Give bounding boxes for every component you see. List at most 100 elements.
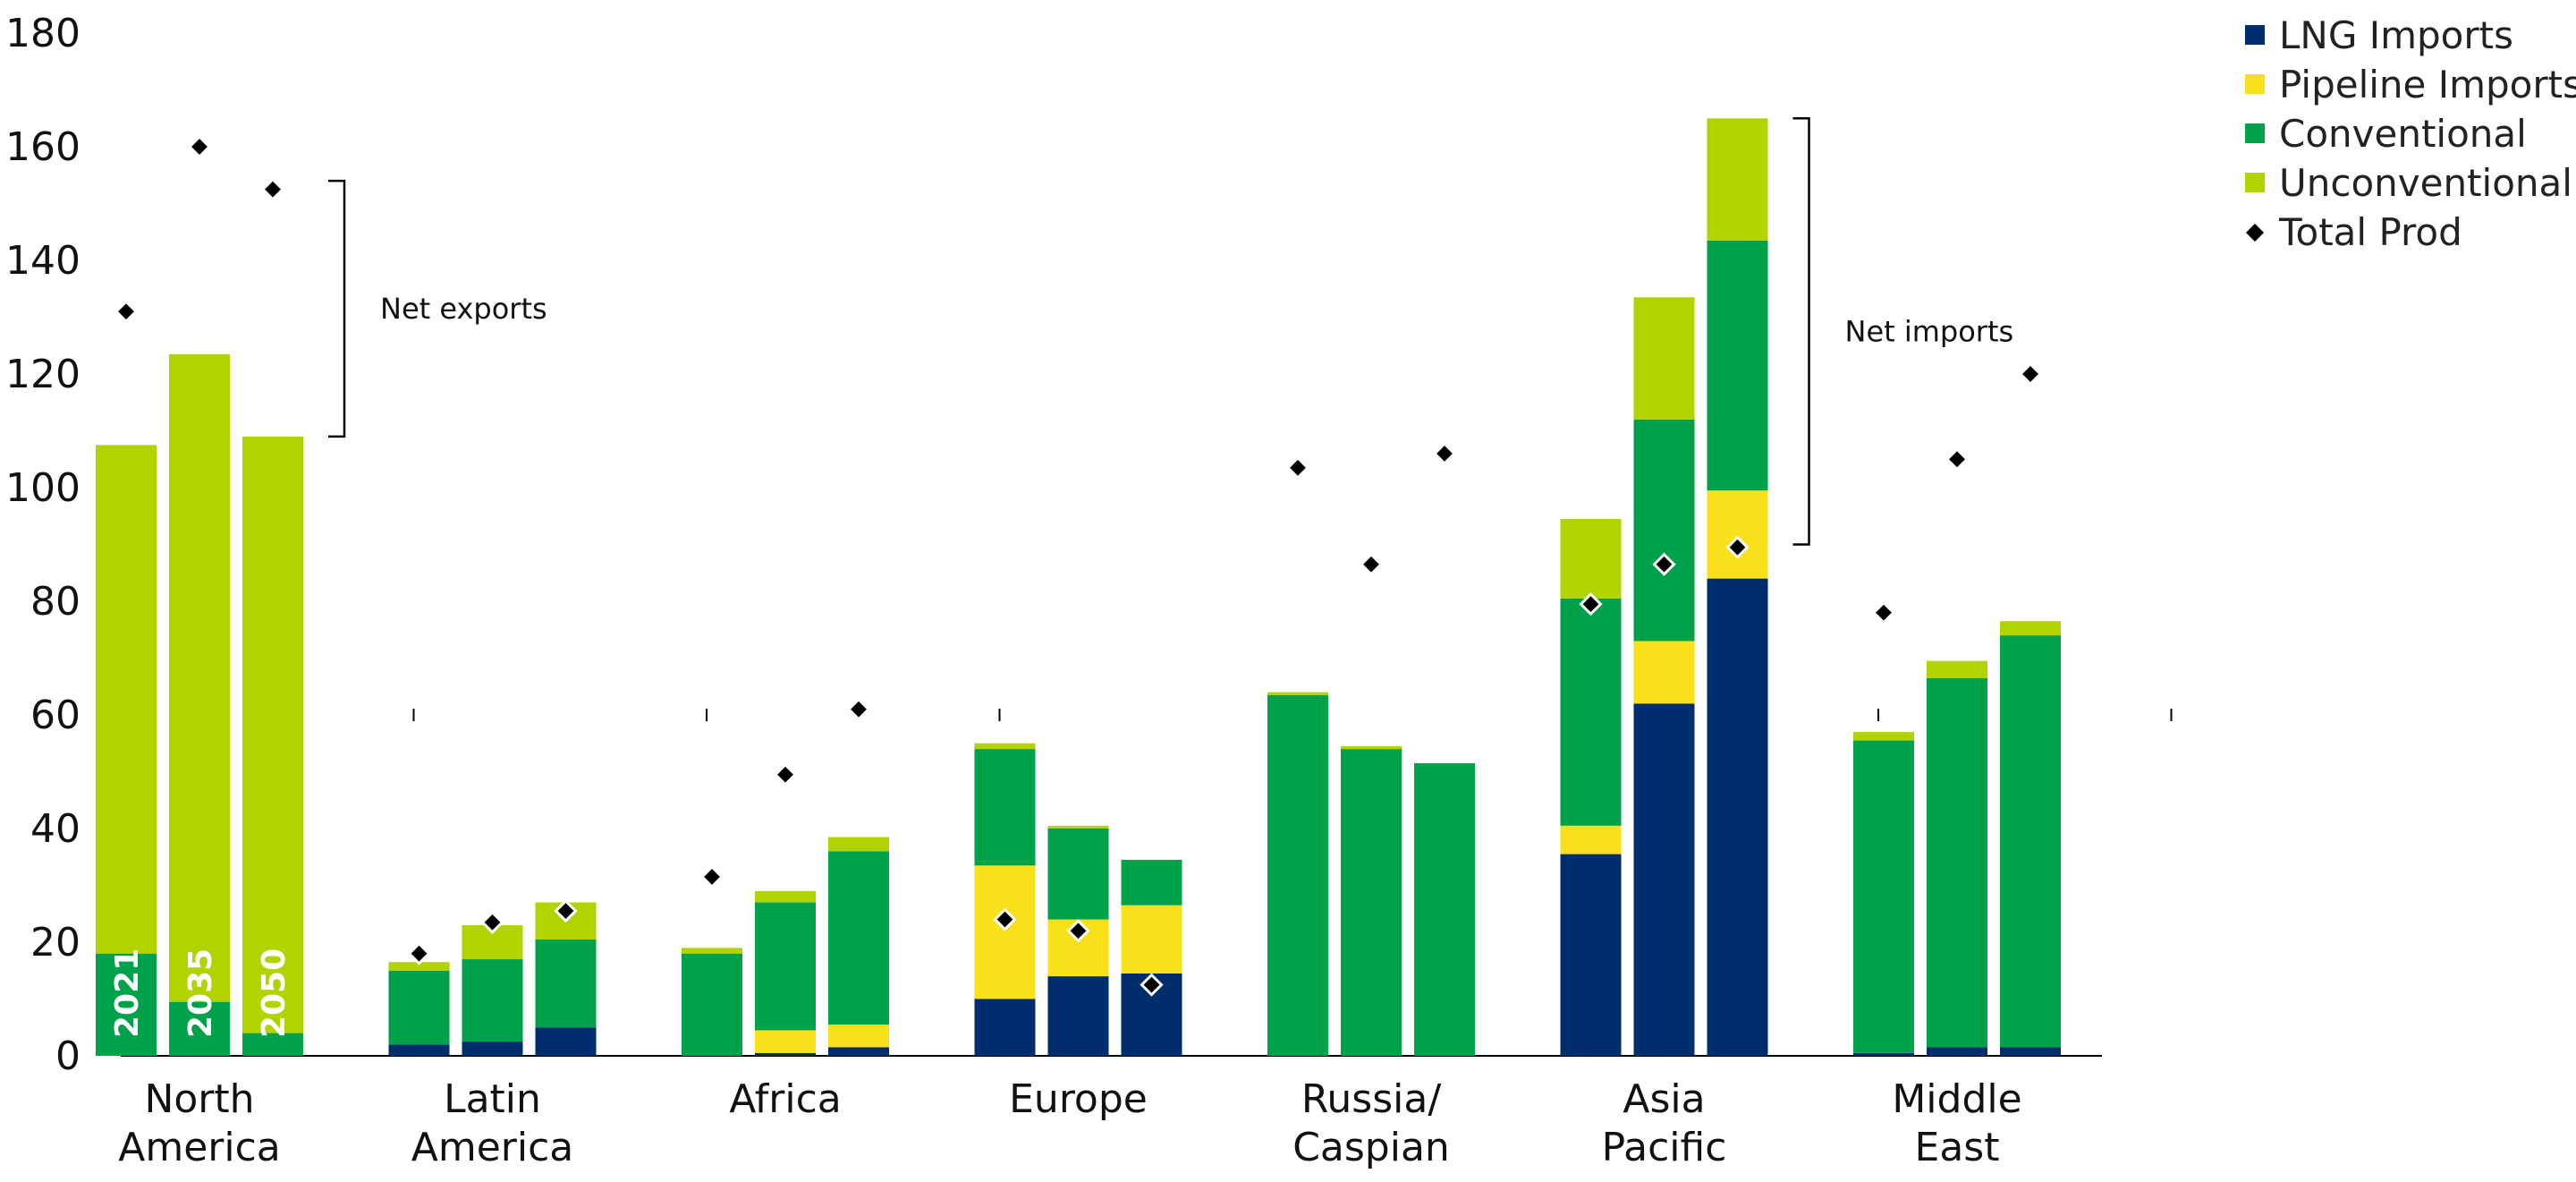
total-prod-marker-russia-caspian-2050 bbox=[1432, 441, 1457, 466]
bar-unconventional-north-america-2050 bbox=[242, 436, 303, 1033]
total-prod-marker-asia-pacific-2050 bbox=[1725, 535, 1750, 559]
bar-unconventional-africa-2021 bbox=[682, 948, 742, 954]
annotation-net-imports: Net imports bbox=[1845, 314, 2014, 348]
bar-conventional-north-america-2021 bbox=[96, 953, 157, 1056]
total-prod-marker-middle-east-2050 bbox=[2018, 361, 2043, 387]
category-label-asia-pacific: Pacific bbox=[1602, 1125, 1727, 1170]
bar-conventional-russia-caspian-2050 bbox=[1414, 762, 1475, 1056]
legend-swatch-conventional bbox=[2245, 123, 2265, 143]
bars bbox=[96, 118, 2061, 1056]
y-tick-label: 140 bbox=[5, 238, 80, 284]
total-prod-marker-africa-2035 bbox=[773, 762, 798, 787]
bar-unconventional-middle-east-2050 bbox=[2000, 621, 2061, 636]
legend-swatch-pipeline-imports bbox=[2245, 74, 2265, 94]
legend-label-pipeline-imports: Pipeline Imports bbox=[2279, 63, 2576, 106]
bar-unconventional-africa-2050 bbox=[828, 837, 889, 852]
bar-lng-imports-latin-america-2021 bbox=[388, 1044, 450, 1056]
y-tick-label: 60 bbox=[30, 693, 80, 738]
bar-unconventional-europe-2035 bbox=[1047, 825, 1109, 829]
category-label-asia-pacific: Asia bbox=[1623, 1076, 1705, 1122]
total-prod-marker-asia-pacific-2035 bbox=[1652, 552, 1676, 576]
total-prod-marker-europe-2021 bbox=[993, 907, 1017, 931]
legend-label-lng-imports: LNG Imports bbox=[2279, 13, 2513, 57]
bar-conventional-russia-caspian-2021 bbox=[1267, 694, 1328, 1056]
year-label-2050: 2050 bbox=[256, 948, 292, 1038]
bar-conventional-middle-east-2050 bbox=[2000, 635, 2061, 1048]
legend-label-unconventional: Unconventional bbox=[2279, 161, 2572, 205]
annotation-net-exports: Net exports bbox=[380, 292, 547, 326]
y-tick-label: 120 bbox=[5, 352, 80, 397]
bracket-net-exports bbox=[328, 179, 346, 438]
bar-unconventional-russia-caspian-2021 bbox=[1267, 692, 1328, 695]
bar-conventional-europe-2035 bbox=[1047, 829, 1109, 920]
legend-label-total-prod: Total Prod bbox=[2278, 210, 2462, 254]
legend-label-conventional: Conventional bbox=[2279, 112, 2527, 156]
total-prod-markers bbox=[114, 134, 2043, 997]
bar-conventional-asia-pacific-2035 bbox=[1633, 419, 1695, 642]
bar-lng-imports-latin-america-2035 bbox=[462, 1042, 523, 1056]
bar-lng-imports-asia-pacific-2021 bbox=[1560, 854, 1622, 1056]
category-label-north-america: North bbox=[144, 1076, 254, 1122]
bar-unconventional-africa-2035 bbox=[755, 890, 816, 903]
year-labels: 2021 2035 2050 bbox=[109, 948, 292, 1038]
category-label-latin-america: Latin bbox=[444, 1076, 541, 1122]
bar-conventional-europe-2021 bbox=[974, 749, 1036, 866]
total-prod-marker-latin-america-2050 bbox=[554, 898, 578, 923]
bar-lng-imports-middle-east-2050 bbox=[2000, 1047, 2061, 1056]
bar-lng-imports-latin-america-2050 bbox=[535, 1027, 597, 1056]
total-prod-marker-middle-east-2021 bbox=[1871, 600, 1896, 625]
bar-conventional-europe-2050 bbox=[1121, 859, 1182, 906]
bracket-net-imports bbox=[1792, 117, 1810, 546]
category-label-latin-america: America bbox=[411, 1125, 574, 1170]
bar-unconventional-middle-east-2035 bbox=[1927, 660, 1987, 678]
bar-pipeline-imports-africa-2035 bbox=[755, 1030, 816, 1053]
bar-lng-imports-asia-pacific-2035 bbox=[1633, 703, 1695, 1056]
total-prod-marker-russia-caspian-2035 bbox=[1359, 552, 1384, 576]
legend-marker-total-prod bbox=[2246, 224, 2264, 242]
y-tick-label: 160 bbox=[5, 124, 80, 170]
bar-unconventional-latin-america-2021 bbox=[388, 962, 450, 971]
bar-pipeline-imports-asia-pacific-2035 bbox=[1633, 641, 1695, 704]
bar-lng-imports-middle-east-2021 bbox=[1853, 1052, 1914, 1056]
total-prod-marker-africa-2021 bbox=[699, 864, 724, 889]
bar-unconventional-north-america-2035 bbox=[169, 353, 230, 1002]
bar-conventional-asia-pacific-2021 bbox=[1560, 598, 1622, 826]
y-tick-label: 40 bbox=[30, 806, 80, 852]
bar-conventional-north-america-2050 bbox=[242, 1033, 303, 1056]
y-tick-label: 100 bbox=[5, 465, 80, 511]
bar-conventional-asia-pacific-2050 bbox=[1707, 240, 1768, 491]
bar-pipeline-imports-africa-2050 bbox=[828, 1025, 889, 1048]
category-label-russia-caspian: Russia/ bbox=[1301, 1076, 1442, 1122]
total-prod-marker-north-america-2050 bbox=[260, 177, 285, 201]
y-tick-label: 80 bbox=[30, 579, 80, 625]
bar-unconventional-north-america-2021 bbox=[96, 445, 157, 954]
total-prod-marker-asia-pacific-2021 bbox=[1579, 592, 1603, 617]
y-tick-label: 20 bbox=[30, 920, 80, 965]
bar-lng-imports-africa-2050 bbox=[828, 1047, 889, 1056]
bar-lng-imports-europe-2035 bbox=[1047, 976, 1109, 1056]
bar-unconventional-middle-east-2021 bbox=[1853, 732, 1914, 741]
bar-lng-imports-middle-east-2035 bbox=[1927, 1047, 1987, 1056]
total-prod-marker-russia-caspian-2021 bbox=[1285, 455, 1310, 480]
y-tick-label: 0 bbox=[55, 1033, 80, 1079]
category-label-africa: Africa bbox=[729, 1076, 842, 1122]
category-label-europe: Europe bbox=[1009, 1076, 1148, 1122]
year-label-2021: 2021 bbox=[109, 948, 146, 1038]
bar-conventional-latin-america-2021 bbox=[388, 970, 450, 1045]
bar-unconventional-asia-pacific-2050 bbox=[1707, 118, 1768, 241]
bar-conventional-north-america-2035 bbox=[169, 1001, 230, 1056]
bar-conventional-africa-2021 bbox=[682, 953, 742, 1056]
category-label-russia-caspian: Caspian bbox=[1292, 1125, 1450, 1170]
total-prod-marker-europe-2050 bbox=[1140, 973, 1164, 997]
legend-swatch-lng-imports bbox=[2245, 25, 2265, 45]
year-label-2035: 2035 bbox=[182, 948, 219, 1038]
total-prod-marker-middle-east-2035 bbox=[1945, 447, 1970, 472]
bar-conventional-latin-america-2035 bbox=[462, 959, 523, 1042]
category-label-north-america: America bbox=[118, 1125, 281, 1170]
y-axis: 0 20 40 60 80 100 120 140 160 180 bbox=[5, 11, 80, 1079]
y-tick-label: 180 bbox=[5, 11, 80, 56]
bar-lng-imports-asia-pacific-2050 bbox=[1707, 578, 1768, 1056]
bar-unconventional-europe-2021 bbox=[974, 743, 1036, 750]
legend-swatch-unconventional bbox=[2245, 173, 2265, 192]
